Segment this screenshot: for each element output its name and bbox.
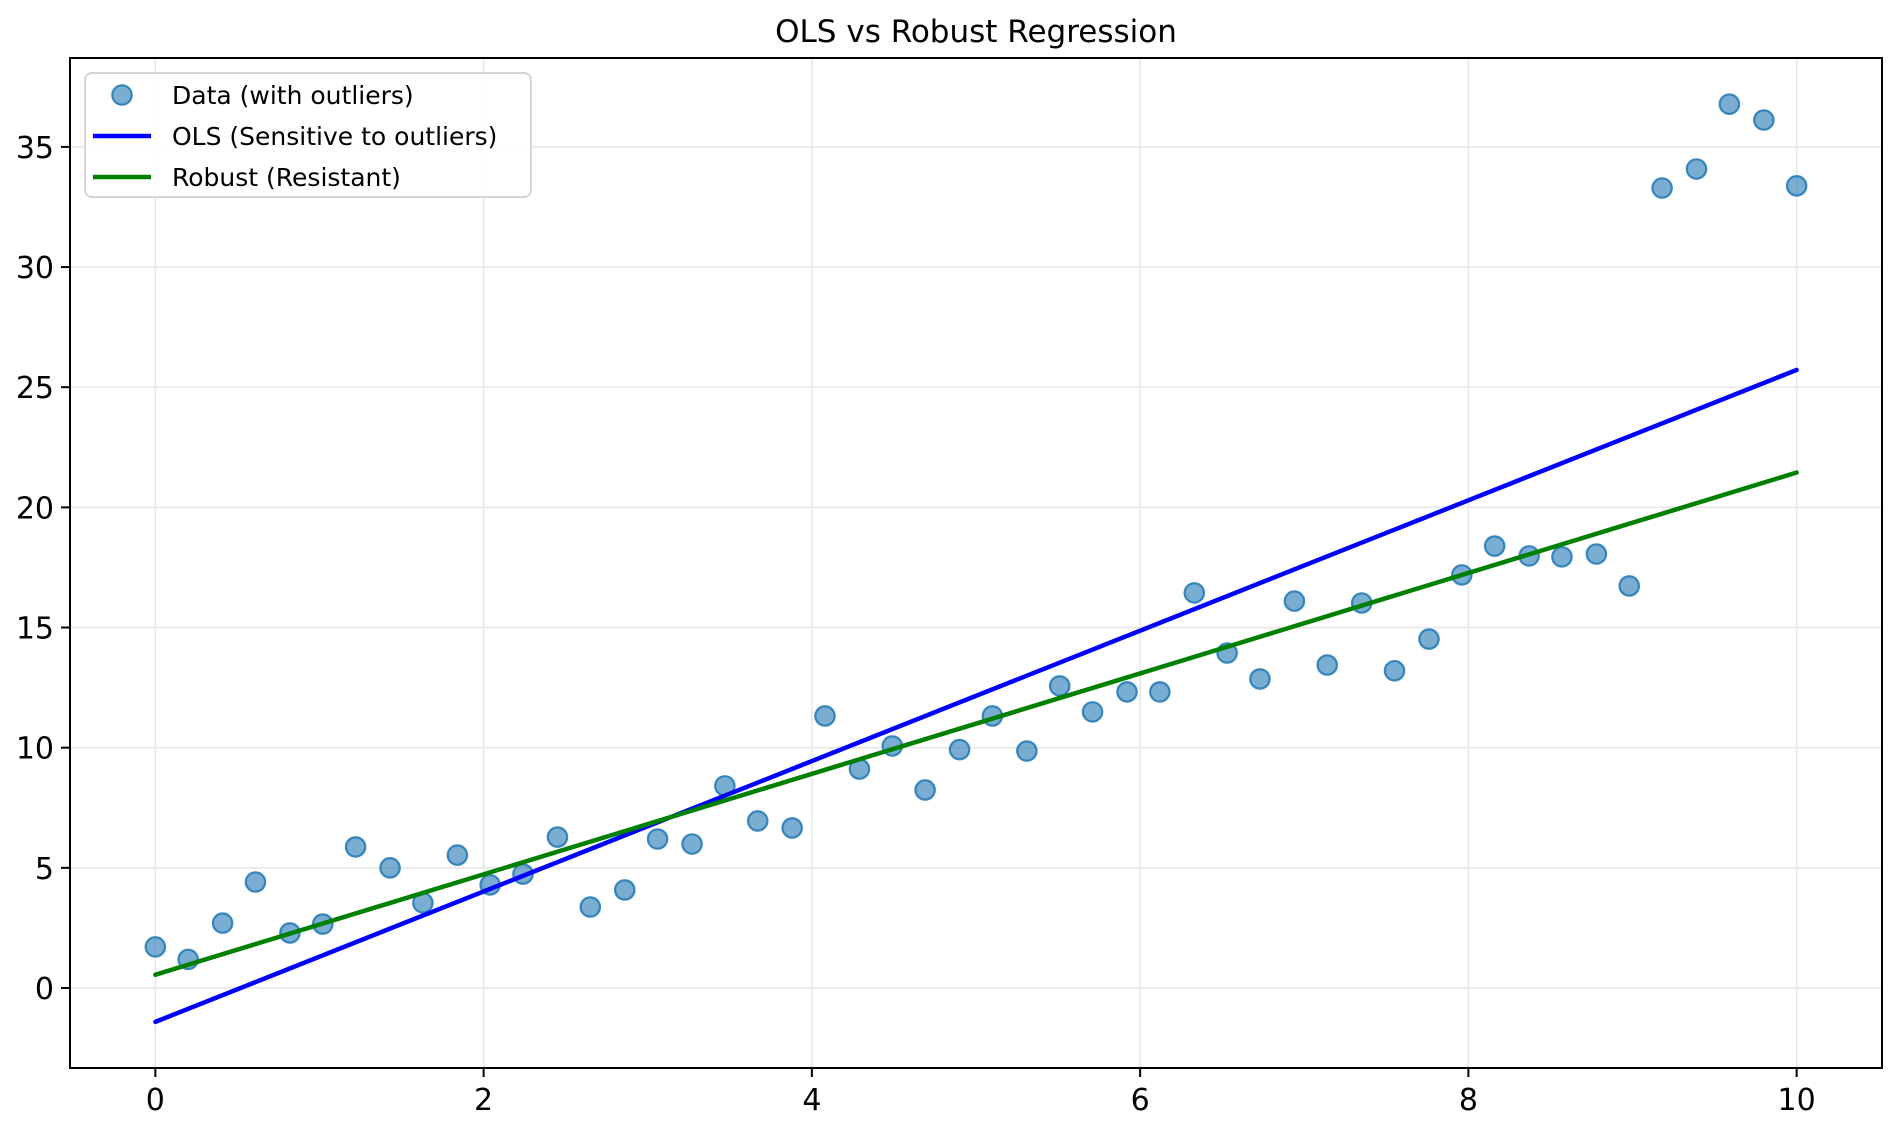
y-tick-label: 0: [35, 972, 54, 1007]
scatter-point: [746, 810, 769, 832]
plot-border: [69, 57, 1883, 1069]
scatter-point: [781, 817, 803, 839]
y-tick-label: 20: [16, 491, 54, 526]
x-tick-label: 10: [1778, 1083, 1816, 1118]
legend-marker-scatter-icon: [111, 84, 133, 106]
scatter-point: [1016, 740, 1038, 762]
y-tick-label: 35: [16, 131, 54, 166]
scatter-point: [1618, 575, 1641, 597]
x-tick-label: 8: [1459, 1083, 1478, 1118]
scatter-point: [814, 705, 836, 727]
legend-label-scatter: Data (with outliers): [172, 81, 414, 110]
axis-layer: 0 2 4 6 8 10 0 5 10 15 20 25 30 35: [16, 131, 1816, 1118]
scatter-point: [681, 833, 703, 855]
scatter-point: [1249, 668, 1271, 690]
scatter-point: [211, 912, 234, 934]
scatter-point: [1283, 590, 1306, 612]
scatter-point: [914, 779, 936, 801]
scatter-point: [244, 871, 267, 893]
scatter-point: [1418, 628, 1440, 650]
scatter-point: [1551, 546, 1573, 568]
scatter-point: [1116, 681, 1138, 703]
scatter-point: [1316, 654, 1339, 676]
scatter-point: [1183, 582, 1206, 604]
scatter-point: [1383, 659, 1406, 682]
legend-label-robust: Robust (Resistant): [172, 163, 401, 192]
x-tick-label: 4: [802, 1083, 821, 1118]
regression-line: [153, 470, 1799, 978]
y-tick-label: 30: [16, 251, 54, 286]
scatter-point: [613, 879, 636, 901]
scatter-point: [1685, 158, 1708, 180]
scatter-point: [1651, 177, 1673, 199]
scatter-point: [1753, 109, 1775, 131]
grid-layer: [70, 58, 1882, 1068]
y-tick-label: 10: [16, 732, 54, 767]
scatter-point: [1718, 93, 1741, 115]
y-tick-label: 25: [16, 371, 54, 406]
scatter-point: [1081, 701, 1104, 723]
scatter-point: [1149, 681, 1171, 703]
scatter-point: [379, 857, 401, 879]
scatter-point: [1785, 175, 1808, 197]
series-layer: [144, 93, 1808, 1025]
scatter-point: [1585, 543, 1608, 565]
scatter-point: [579, 896, 602, 918]
y-tick-label: 5: [35, 852, 54, 887]
scatter-point: [1483, 535, 1506, 557]
scatter-point: [446, 844, 469, 866]
y-tick-label: 15: [16, 612, 54, 647]
x-tick-label: 6: [1131, 1083, 1150, 1118]
scatter-point: [344, 836, 367, 858]
scatter-point: [948, 738, 971, 761]
legend-box: [84, 72, 532, 198]
scatter-point: [1048, 675, 1071, 697]
x-tick-label: 0: [146, 1083, 165, 1118]
x-tick-label: 2: [474, 1083, 493, 1118]
scatter-point: [646, 828, 669, 850]
chart-title: OLS vs Robust Regression: [775, 14, 1177, 50]
scatter-point: [144, 936, 167, 958]
legend-label-ols: OLS (Sensitive to outliers): [172, 122, 497, 151]
legend: Data (with outliers) OLS (Sensitive to o…: [84, 72, 532, 198]
scatter-point: [546, 826, 569, 848]
regression-line: [153, 367, 1799, 1025]
